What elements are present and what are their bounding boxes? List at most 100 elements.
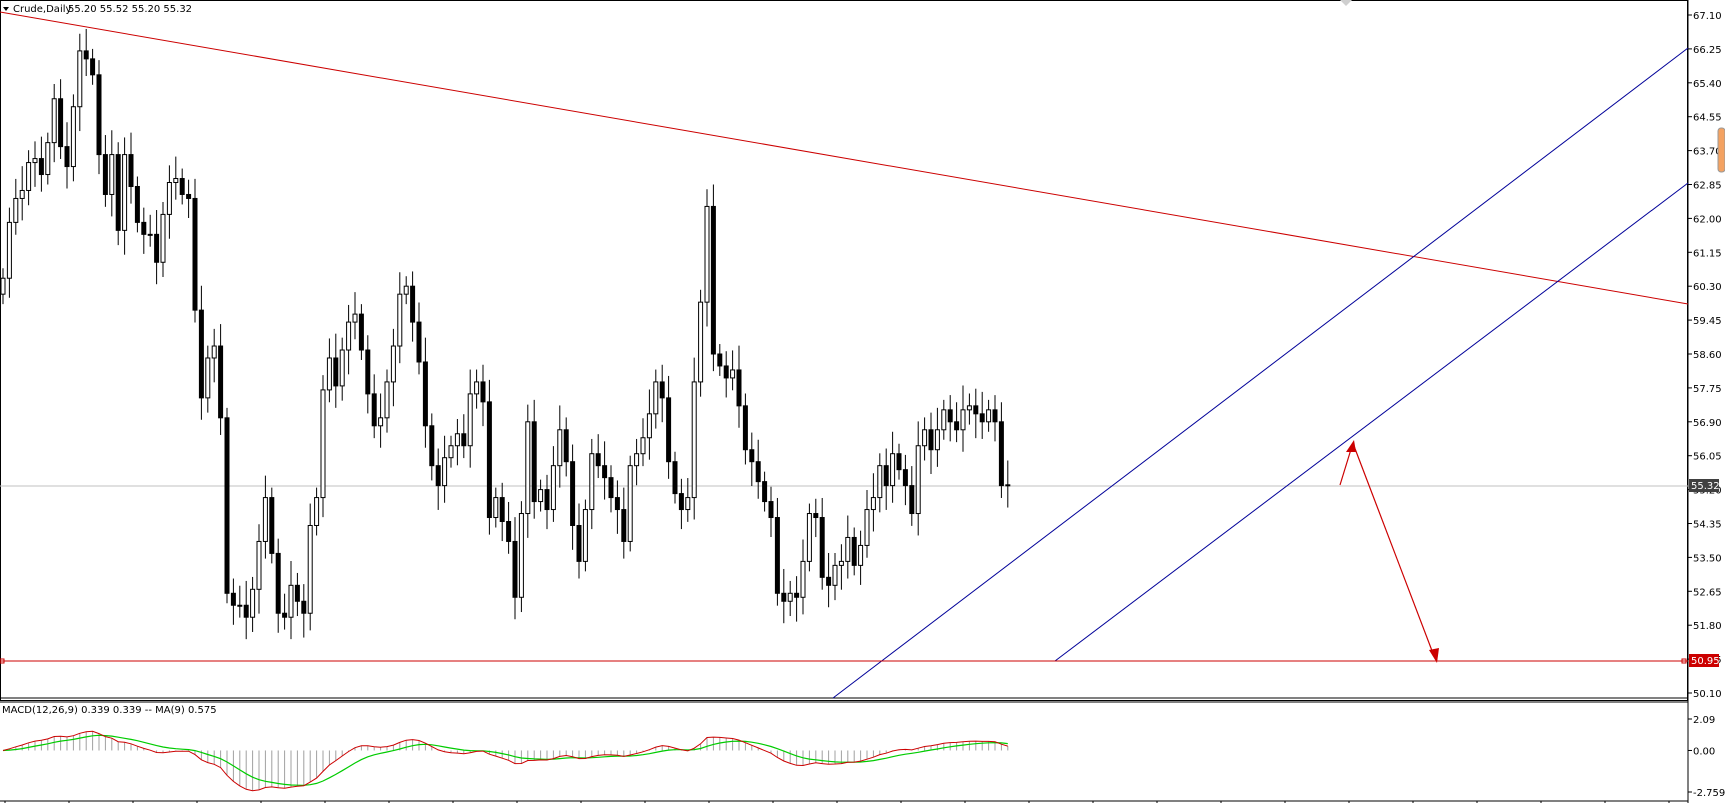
- candle: [128, 132, 134, 204]
- candle: [474, 369, 480, 409]
- candle: [198, 285, 204, 420]
- candle-body: [77, 50, 83, 108]
- candle: [890, 431, 896, 503]
- candle-body: [435, 465, 441, 487]
- candle-body: [45, 142, 51, 176]
- candle: [205, 345, 211, 413]
- candle: [333, 333, 339, 408]
- candle: [518, 501, 524, 613]
- candle-body: [653, 381, 659, 415]
- candle-body: [506, 521, 512, 542]
- price-axis-label: 66.25: [1693, 45, 1722, 56]
- candle-body: [928, 429, 934, 451]
- candle-body: [576, 524, 582, 562]
- candle-body: [979, 413, 985, 423]
- candle-body: [544, 489, 550, 511]
- candle-body: [70, 106, 76, 168]
- candle-body: [429, 425, 435, 467]
- candle: [794, 576, 800, 622]
- candle-body: [83, 50, 89, 60]
- candle: [582, 499, 588, 572]
- candle-body: [909, 485, 915, 515]
- candle-body: [96, 74, 102, 156]
- candle: [781, 568, 787, 624]
- candle-body: [826, 576, 832, 586]
- scrollbar-handle[interactable]: [1717, 127, 1725, 173]
- candle-body: [992, 409, 998, 423]
- macd-histogram: [8, 731, 1009, 791]
- candle-body: [550, 465, 556, 511]
- candle: [282, 593, 288, 630]
- candle-body: [749, 449, 755, 463]
- candle: [77, 33, 83, 132]
- candle: [173, 156, 179, 200]
- candle-body: [870, 497, 876, 511]
- candle: [147, 214, 153, 247]
- candle: [941, 399, 947, 440]
- candle: [339, 337, 345, 401]
- resistance-trendline[interactable]: [0, 11, 1689, 305]
- candle-body: [166, 182, 172, 215]
- candle: [314, 487, 320, 536]
- candle: [819, 497, 825, 590]
- candle-body: [941, 409, 947, 431]
- candle: [493, 487, 499, 528]
- candle-body: [742, 405, 748, 451]
- candle-body: [378, 417, 384, 427]
- macd-signal-line: [2, 734, 1008, 786]
- candle-body: [141, 221, 147, 235]
- candle: [864, 489, 870, 558]
- candle-body: [838, 560, 844, 566]
- candle: [979, 391, 985, 439]
- current-price-value: 55.32: [1691, 481, 1720, 492]
- candle-body: [19, 189, 25, 199]
- candle-body: [461, 433, 467, 447]
- candle: [397, 272, 403, 364]
- candle-body: [640, 437, 646, 455]
- candle-body: [832, 564, 838, 586]
- candle-body: [339, 349, 345, 387]
- candle-body: [819, 517, 825, 578]
- candle-body: [570, 461, 576, 526]
- candle-body: [685, 497, 691, 511]
- dropdown-triangle-icon[interactable]: [3, 7, 9, 11]
- candle: [467, 369, 473, 468]
- candle: [659, 364, 665, 423]
- candle: [877, 453, 883, 513]
- channel-upper-line[interactable]: [832, 47, 1689, 699]
- candle-body: [883, 465, 889, 487]
- candle-body: [691, 381, 697, 499]
- forecast-arrow-down: [1353, 445, 1439, 663]
- candle: [589, 438, 595, 530]
- candle-body: [922, 429, 928, 447]
- candle-body: [147, 233, 153, 236]
- candle-body: [563, 429, 569, 463]
- candle-body: [781, 592, 787, 602]
- candle-body: [403, 285, 409, 295]
- candle-body: [800, 560, 806, 598]
- candle-body: [256, 540, 262, 590]
- candle-body: [877, 465, 883, 499]
- candle-body: [102, 154, 108, 195]
- candle: [160, 202, 166, 278]
- candle: [211, 328, 217, 383]
- candle: [429, 413, 435, 481]
- channel-lower-line[interactable]: [1054, 182, 1689, 662]
- candle: [736, 345, 742, 428]
- candle-body: [390, 345, 396, 383]
- candle: [448, 435, 454, 468]
- candle: [774, 497, 780, 606]
- candle: [762, 471, 768, 512]
- candle-body: [282, 612, 288, 618]
- support-line[interactable]: [0, 658, 1688, 664]
- candle: [358, 304, 364, 360]
- macd-axis: 2.09 0.00 -2.759: [1688, 715, 1725, 799]
- candle: [435, 448, 441, 510]
- candle: [486, 379, 492, 535]
- candle: [134, 176, 140, 233]
- candle: [403, 276, 409, 305]
- candle: [499, 482, 505, 542]
- price-axis-label: 53.50: [1693, 553, 1722, 564]
- candle: [256, 524, 262, 614]
